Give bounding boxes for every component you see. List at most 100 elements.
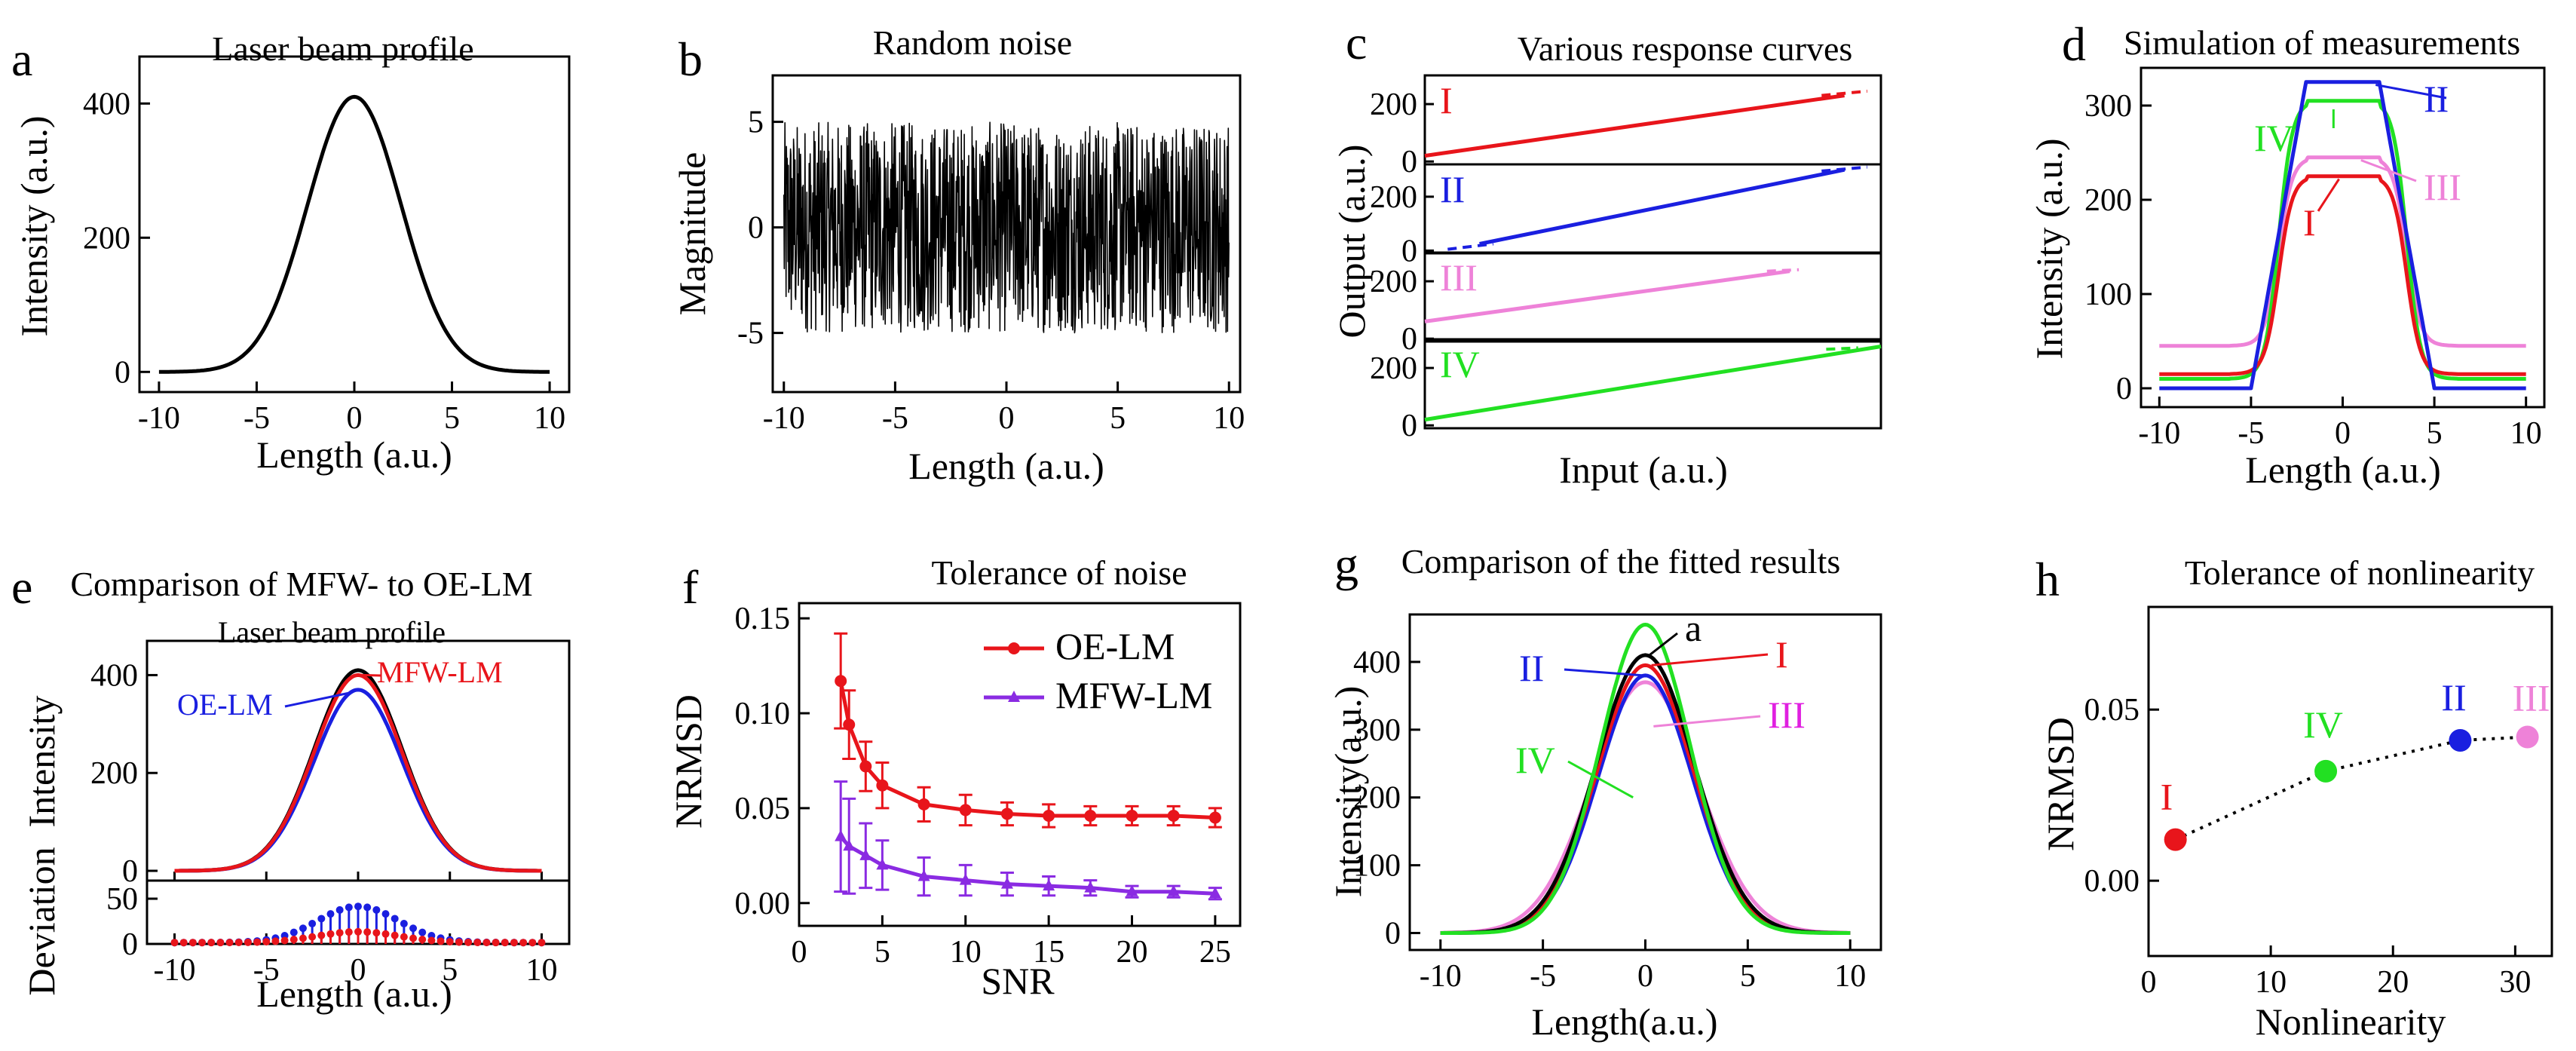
deviation-marker bbox=[418, 936, 427, 944]
x-tick-label: 0 bbox=[2335, 416, 2351, 451]
data-point bbox=[1084, 809, 1097, 822]
panel-letter: a bbox=[11, 32, 32, 86]
callout-line-III bbox=[2360, 159, 2417, 182]
series-label-IV: IV bbox=[2254, 117, 2294, 159]
deviation-marker bbox=[473, 939, 482, 947]
y-tick-label: 200 bbox=[1370, 265, 1417, 299]
data-point bbox=[1167, 809, 1180, 822]
deviation-marker bbox=[335, 929, 344, 937]
series-label-III: III bbox=[1768, 694, 1806, 736]
gaussian-profile-line bbox=[158, 94, 550, 374]
response-extrapolation-II bbox=[1447, 242, 1494, 251]
x-axis-label: Length(a.u.) bbox=[1531, 1000, 1717, 1043]
y-tick-label: 0 bbox=[122, 854, 138, 889]
deviation-marker bbox=[482, 939, 491, 947]
deviation-marker bbox=[188, 939, 197, 947]
y-axis-label: Intensity(a.u.) bbox=[1327, 686, 1369, 897]
annotation-laser-beam-profile: Laser beam profile bbox=[218, 615, 446, 649]
deviation-marker bbox=[179, 939, 188, 947]
data-point bbox=[1167, 884, 1180, 896]
panel-title: Tolerance of noise bbox=[931, 553, 1187, 592]
deviation-marker bbox=[400, 933, 408, 941]
x-tick-label: 5 bbox=[874, 935, 890, 970]
y-tick-label: 400 bbox=[1353, 645, 1401, 680]
plot-frame-a bbox=[138, 55, 571, 394]
callout-line-I bbox=[2317, 178, 2340, 212]
noise-line bbox=[783, 121, 1230, 334]
y-tick-label: 0.00 bbox=[735, 887, 791, 921]
data-point bbox=[859, 760, 872, 773]
deviation-marker bbox=[372, 905, 381, 914]
y-tick-label: 200 bbox=[83, 221, 130, 256]
deviation-marker bbox=[446, 938, 454, 946]
x-tick-label: 0 bbox=[2141, 965, 2157, 1000]
x-axis-label: Nonlinearity bbox=[2256, 1000, 2446, 1043]
deviation-marker bbox=[225, 939, 234, 947]
panel-letter: b bbox=[678, 32, 703, 86]
data-point bbox=[1208, 887, 1221, 899]
data-point bbox=[959, 804, 972, 817]
x-tick-label: 25 bbox=[1199, 935, 1231, 970]
x-tick-label: 5 bbox=[444, 401, 460, 436]
y-axis-label: NRMSD bbox=[667, 694, 709, 829]
x-tick-label: 5 bbox=[1740, 959, 1756, 994]
y-tick-label: 200 bbox=[1353, 781, 1401, 816]
y-tick-label: 400 bbox=[83, 87, 130, 121]
x-tick-label: 10 bbox=[950, 935, 982, 970]
x-axis-label: Length (a.u.) bbox=[2245, 449, 2441, 491]
panel-letter: c bbox=[1346, 16, 1367, 69]
data-point-II bbox=[2449, 729, 2472, 752]
x-tick-label: 0 bbox=[351, 953, 366, 988]
deviation-marker bbox=[455, 938, 463, 946]
data-point-III bbox=[2516, 725, 2539, 749]
trend-dotted-line bbox=[2174, 735, 2528, 841]
deviation-marker bbox=[326, 930, 335, 938]
data-point bbox=[1126, 884, 1138, 896]
y-tick-label: 200 bbox=[1370, 180, 1417, 215]
data-point bbox=[1043, 879, 1055, 891]
data-point bbox=[876, 858, 889, 870]
x-tick-label: -10 bbox=[763, 401, 805, 436]
legend-label-OE-LM: OE-LM bbox=[1055, 625, 1175, 667]
panel-title: Tolerance of nonlinearity bbox=[2185, 553, 2535, 592]
x-tick-label: 10 bbox=[525, 953, 557, 988]
x-tick-label: 30 bbox=[2499, 965, 2531, 1000]
measurement-line-I bbox=[2159, 174, 2526, 376]
y-tick-label: 0 bbox=[1401, 145, 1417, 179]
data-point bbox=[843, 719, 856, 731]
y-axis-label-deviation: Deviation bbox=[20, 847, 63, 995]
panel-title: Comparison of MFW- to OE-LM bbox=[70, 565, 532, 603]
deviation-marker bbox=[354, 902, 362, 911]
subplot-label-IV: IV bbox=[1440, 343, 1480, 385]
y-tick-label: 0 bbox=[748, 211, 764, 246]
deviation-marker bbox=[262, 938, 271, 946]
x-tick-label: -10 bbox=[1420, 959, 1462, 994]
y-tick-label: 0.10 bbox=[735, 697, 791, 731]
data-point bbox=[835, 675, 847, 688]
deviation-marker bbox=[299, 934, 307, 942]
series-line-MFW-LM bbox=[839, 835, 1216, 896]
legend-label-MFW-LM: MFW-LM bbox=[1055, 674, 1212, 716]
subplot-label-III: III bbox=[1440, 256, 1478, 299]
x-tick-label: 0 bbox=[792, 935, 807, 970]
x-tick-label: -10 bbox=[138, 401, 180, 436]
deviation-marker bbox=[436, 937, 445, 945]
response-extrapolation-II bbox=[1821, 165, 1867, 173]
deviation-marker bbox=[427, 936, 436, 945]
x-tick-label: 10 bbox=[2510, 416, 2542, 451]
deviation-marker bbox=[308, 933, 317, 941]
deviation-marker bbox=[317, 931, 326, 939]
y-tick-label: 0.05 bbox=[2084, 693, 2140, 728]
callout-line-mfw bbox=[361, 673, 381, 677]
x-tick-label: 10 bbox=[534, 401, 565, 436]
deviation-marker bbox=[308, 920, 317, 928]
panel-title: Simulation of measurements bbox=[2124, 23, 2520, 62]
fitted-line-IV bbox=[1440, 623, 1851, 935]
subplot-label-II: II bbox=[1440, 168, 1465, 210]
subplot-frame-IV bbox=[1423, 338, 1882, 430]
y-tick-label: 100 bbox=[2084, 277, 2132, 312]
deviation-marker bbox=[335, 905, 344, 914]
callout-line-I bbox=[1651, 653, 1769, 666]
x-tick-label: -5 bbox=[2238, 416, 2264, 451]
y-axis-label-intensity: Intensity bbox=[20, 696, 63, 828]
